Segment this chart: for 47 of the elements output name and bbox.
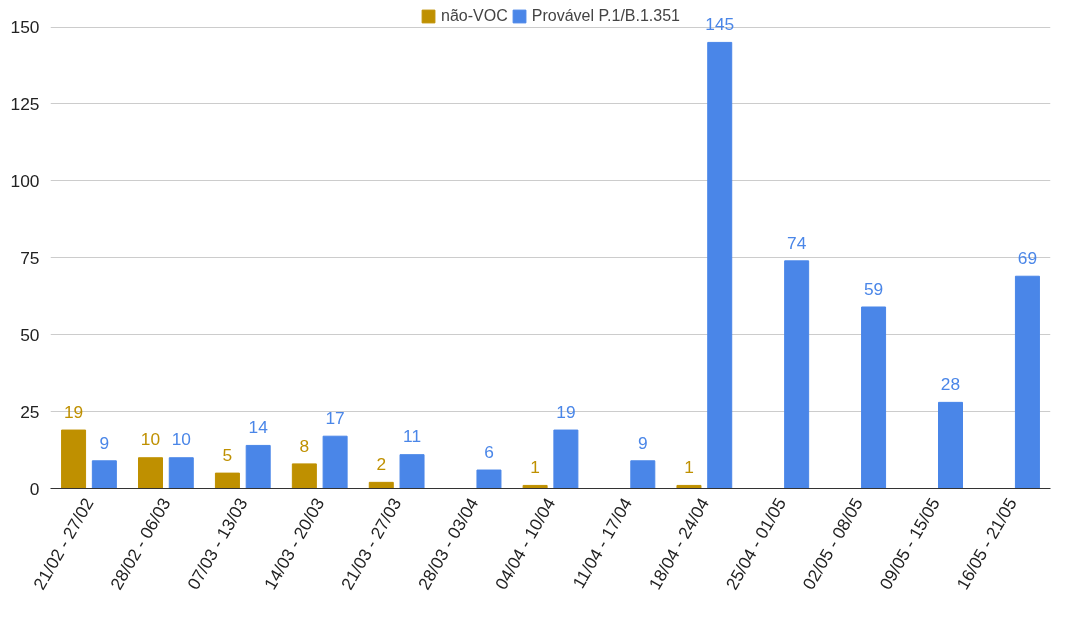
bar xyxy=(1014,275,1040,489)
y-tick-label: 75 xyxy=(20,247,40,268)
data-label: 8 xyxy=(299,435,310,456)
data-label: 17 xyxy=(325,407,345,428)
data-label: 19 xyxy=(63,401,84,422)
y-tick-label: 0 xyxy=(29,478,40,499)
bar xyxy=(91,460,117,489)
bar xyxy=(245,444,271,489)
bar xyxy=(322,435,348,489)
bar xyxy=(138,457,163,489)
bar xyxy=(214,472,240,489)
data-label: 5 xyxy=(222,444,233,465)
data-label: 10 xyxy=(140,429,161,450)
data-label: 11 xyxy=(403,426,422,447)
data-label: 69 xyxy=(1017,247,1038,268)
y-tick-label: 100 xyxy=(10,170,40,191)
data-label: 9 xyxy=(637,432,648,453)
y-tick-label: 125 xyxy=(10,93,40,114)
bar xyxy=(784,260,810,489)
bar xyxy=(938,401,963,489)
legend-label: não-VOC xyxy=(441,7,508,25)
y-tick-label: 150 xyxy=(10,17,40,38)
data-label: 14 xyxy=(248,417,269,438)
bar xyxy=(476,469,502,489)
bar xyxy=(61,429,87,489)
data-label: 2 xyxy=(376,454,387,475)
data-label: 10 xyxy=(171,429,191,450)
bar xyxy=(861,306,887,489)
data-label: 28 xyxy=(940,374,961,395)
data-label: 74 xyxy=(787,232,807,253)
bar xyxy=(630,460,656,489)
y-tick-label: 25 xyxy=(20,401,40,422)
data-label: 6 xyxy=(484,441,494,462)
data-label: 1 xyxy=(530,457,540,478)
bar xyxy=(368,481,394,489)
data-label: 1 xyxy=(684,457,694,478)
data-label: 59 xyxy=(863,278,884,299)
bar xyxy=(399,454,425,489)
legend-label: Provável P.1/B.1.351 xyxy=(531,7,680,25)
bar xyxy=(553,429,579,489)
data-label: 9 xyxy=(99,432,110,453)
data-label: 145 xyxy=(705,14,735,35)
y-tick-label: 50 xyxy=(20,324,40,345)
bar xyxy=(291,463,317,489)
bar xyxy=(168,457,194,489)
data-label: 19 xyxy=(556,401,576,422)
bar xyxy=(707,41,733,489)
